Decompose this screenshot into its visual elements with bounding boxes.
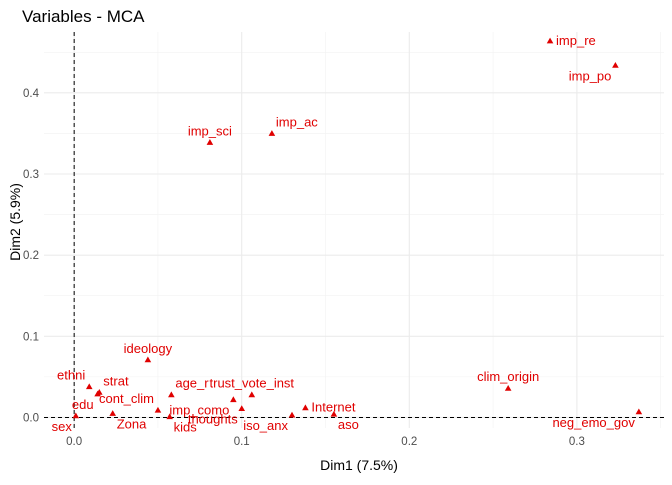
- x-tick-label: 0.0: [66, 436, 82, 448]
- point-aso: [330, 410, 338, 417]
- x-axis-title: Dim1 (7.5%): [320, 457, 398, 473]
- axis-ticks: 0.0 0.1 0.2 0.3 0.0 0.1 0.2 0.3 0.4: [23, 88, 585, 448]
- y-axis-title: Dim2 (5.9%): [7, 183, 23, 261]
- y-tick-label: 0.0: [23, 412, 39, 424]
- point-label-imp_sci: imp_sci: [188, 123, 232, 138]
- point-label-neg_emo_gov: neg_emo_gov: [552, 415, 635, 430]
- point-Zona: [109, 410, 117, 416]
- points: [72, 37, 643, 420]
- point-label-imp_ac: imp_ac: [276, 114, 318, 129]
- point-label-edu: edu: [72, 397, 94, 412]
- point-label-imp_po: imp_po: [569, 68, 612, 83]
- x-tick-label: 0.1: [234, 436, 250, 448]
- point-label-aso: aso: [338, 417, 359, 432]
- point-imp_ac: [268, 130, 276, 136]
- point-label-sex: sex: [52, 419, 73, 434]
- point-label-imp_re: imp_re: [556, 33, 596, 48]
- point-label-ideology: ideology: [124, 341, 173, 356]
- point-imp_sci: [206, 139, 214, 145]
- point-cont_clim: [154, 406, 162, 413]
- point-neg_emo_gov: [635, 408, 643, 415]
- point-label-kids: kids: [174, 420, 198, 435]
- point-age_r: [168, 391, 175, 398]
- reference-lines: [44, 32, 664, 428]
- x-tick-label: 0.2: [401, 436, 417, 448]
- point-sex: [72, 412, 80, 419]
- point-label-ethni: ethni: [57, 368, 85, 383]
- point-label-cont_clim: cont_clim: [99, 391, 154, 406]
- point-ideology: [144, 356, 152, 363]
- point-imp_como: [230, 396, 237, 403]
- point-ethni: [85, 383, 93, 390]
- point-trust_vote_inst: [248, 391, 256, 398]
- chart-title: Variables - MCA: [22, 7, 145, 26]
- point-imp_po: [612, 61, 619, 68]
- point-kids: [166, 413, 173, 420]
- point-label-clim_origin: clim_origin: [477, 369, 539, 384]
- point-label-Zona: Zona: [117, 416, 147, 431]
- point-iso_anx: [288, 411, 296, 418]
- x-tick-label: 0.3: [569, 436, 585, 448]
- point-label-thoughts: thoughts: [188, 412, 238, 427]
- point-label-Internet: Internet: [311, 400, 355, 415]
- point-labels: imp_re imp_po imp_sci imp_ac ideology ethni st…: [52, 33, 636, 435]
- point-label-age_r: age_r: [175, 376, 209, 391]
- y-tick-label: 0.3: [23, 169, 39, 181]
- point-edu: [94, 390, 101, 397]
- point-Internet: [302, 404, 309, 411]
- grid: [44, 32, 664, 428]
- point-imp_re: [546, 37, 554, 44]
- point-label-iso_anx: iso_anx: [243, 418, 288, 433]
- point-clim_origin: [504, 384, 512, 391]
- y-tick-label: 0.4: [23, 88, 40, 100]
- y-tick-label: 0.2: [23, 250, 39, 262]
- point-thoughts: [238, 405, 246, 411]
- point-label-trust_vote_inst: trust_vote_inst: [210, 376, 295, 391]
- point-label-imp_como: imp_como: [169, 403, 229, 418]
- y-tick-label: 0.1: [23, 331, 39, 343]
- point-label-strat: strat: [103, 373, 129, 388]
